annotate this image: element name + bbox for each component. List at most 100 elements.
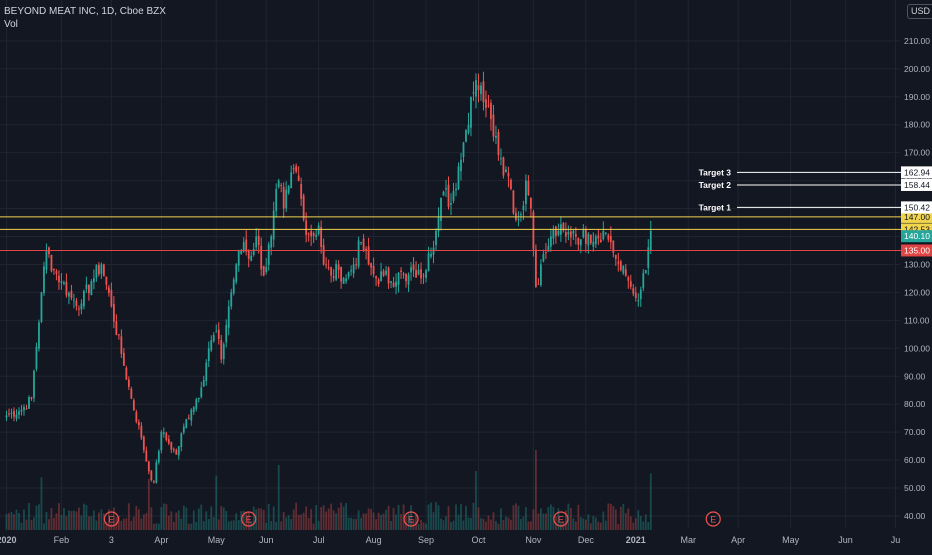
candle-body[interactable] (132, 400, 135, 411)
candle-body[interactable] (320, 226, 323, 247)
candle-body[interactable] (482, 81, 485, 103)
candle-body[interactable] (412, 264, 415, 271)
candle-body[interactable] (587, 233, 590, 246)
candle-body[interactable] (604, 232, 607, 234)
candle-body[interactable] (627, 277, 630, 281)
candle-body[interactable] (622, 265, 625, 274)
candle-body[interactable] (435, 230, 437, 246)
candle-body[interactable] (157, 451, 160, 463)
candle-body[interactable] (35, 346, 38, 369)
candle-body[interactable] (579, 239, 582, 246)
candle-body[interactable] (55, 271, 58, 274)
candle-body[interactable] (515, 212, 517, 220)
candle-body[interactable] (554, 226, 557, 236)
candle-body[interactable] (335, 263, 338, 280)
candle-body[interactable] (60, 281, 63, 283)
candle-body[interactable] (440, 197, 442, 221)
candle-body[interactable] (65, 281, 68, 296)
candle-body[interactable] (567, 231, 570, 235)
candle-body[interactable] (599, 239, 602, 243)
candle-body[interactable] (332, 276, 335, 278)
earnings-marker[interactable] (705, 511, 721, 527)
candle-body[interactable] (160, 432, 163, 451)
candle-body[interactable] (540, 264, 542, 286)
candle-body[interactable] (90, 281, 93, 295)
candle-body[interactable] (195, 399, 198, 409)
candle-body[interactable] (634, 292, 637, 298)
candle-body[interactable] (500, 158, 502, 160)
candle-body[interactable] (502, 157, 505, 176)
candle-body[interactable] (38, 322, 40, 349)
candle-body[interactable] (572, 230, 575, 234)
candle-body[interactable] (352, 264, 355, 274)
candle-body[interactable] (557, 230, 560, 235)
candle-body[interactable] (115, 321, 118, 336)
candle-body[interactable] (517, 218, 520, 220)
candle-body[interactable] (402, 273, 405, 275)
candle-body[interactable] (175, 450, 178, 455)
candle-body[interactable] (520, 214, 522, 216)
candle-body[interactable] (302, 195, 305, 220)
candle-body[interactable] (262, 265, 265, 276)
candle-body[interactable] (127, 379, 130, 387)
candle-body[interactable] (28, 397, 30, 409)
earnings-marker[interactable] (103, 511, 119, 527)
candle-body[interactable] (347, 272, 350, 277)
candle-body[interactable] (297, 175, 300, 181)
candle-body[interactable] (549, 236, 552, 247)
candle-body[interactable] (75, 300, 78, 307)
candle-body[interactable] (574, 234, 577, 237)
candle-body[interactable] (330, 267, 333, 276)
candle-body[interactable] (117, 334, 120, 336)
candle-body[interactable] (370, 263, 372, 268)
candle-body[interactable] (222, 344, 225, 360)
candle-body[interactable] (475, 79, 477, 97)
candle-body[interactable] (267, 244, 270, 265)
candle-body[interactable] (507, 172, 510, 177)
candle-body[interactable] (355, 264, 358, 266)
candle-body[interactable] (422, 275, 425, 277)
candle-body[interactable] (5, 415, 8, 418)
candle-body[interactable] (23, 406, 25, 411)
candle-body[interactable] (537, 283, 540, 285)
candle-body[interactable] (395, 281, 397, 287)
candle-body[interactable] (525, 180, 527, 205)
candle-body[interactable] (589, 234, 592, 244)
candle-body[interactable] (472, 92, 475, 94)
candle-body[interactable] (53, 268, 55, 271)
candle-body[interactable] (250, 255, 253, 261)
candle-body[interactable] (180, 433, 183, 448)
candle-body[interactable] (535, 249, 537, 287)
candle-body[interactable] (210, 340, 213, 351)
candle-body[interactable] (305, 220, 308, 235)
candle-body[interactable] (70, 290, 73, 298)
candle-body[interactable] (145, 450, 148, 462)
candle-body[interactable] (315, 234, 318, 237)
candle-body[interactable] (102, 264, 105, 277)
candle-body[interactable] (400, 270, 402, 272)
candle-body[interactable] (619, 261, 622, 271)
candle-body[interactable] (105, 276, 108, 285)
candle-body[interactable] (385, 270, 387, 275)
candle-body[interactable] (532, 211, 535, 250)
candle-body[interactable] (340, 266, 343, 282)
candle-body[interactable] (397, 272, 400, 285)
candle-body[interactable] (177, 446, 180, 456)
candle-body[interactable] (227, 306, 230, 328)
candle-body[interactable] (415, 269, 417, 278)
candle-body[interactable] (592, 241, 595, 247)
candle-body[interactable] (240, 250, 243, 254)
candle-body[interactable] (544, 252, 547, 254)
candle-body[interactable] (490, 102, 492, 120)
candle-body[interactable] (312, 233, 315, 236)
candle-body[interactable] (462, 142, 465, 157)
candle-body[interactable] (247, 250, 250, 259)
candle-body[interactable] (265, 266, 268, 273)
candle-body[interactable] (197, 397, 200, 400)
candle-body[interactable] (407, 274, 410, 285)
candle-body[interactable] (445, 188, 447, 190)
candle-body[interactable] (58, 275, 60, 283)
candle-body[interactable] (522, 205, 525, 211)
candle-body[interactable] (120, 336, 123, 354)
